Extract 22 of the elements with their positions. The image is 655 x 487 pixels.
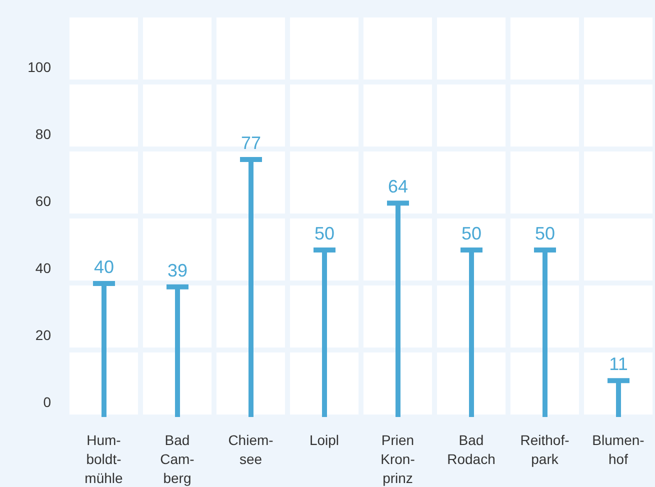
y-tick-label: 80 [35,126,52,142]
x-tick-label: Bad Cam-berg [160,432,195,486]
data-label: 77 [240,133,262,154]
y-tick-label: 100 [28,59,52,75]
data-label: 50 [461,224,482,244]
data-label: 50 [534,224,556,244]
data-label: 40 [94,257,114,277]
x-tick-label: Chiem-see [228,432,274,467]
data-label: 11 [609,354,628,374]
y-tick-label: 40 [35,260,52,276]
x-tick-label: Loipl [309,432,340,448]
y-tick-label: 60 [35,193,52,209]
x-tick-label: Bad Rodach [447,432,496,467]
x-tick-label: Blumen-hof [592,432,645,467]
y-tick-label: 20 [35,327,52,343]
data-label: 39 [167,260,188,280]
data-label: 50 [314,224,335,244]
data-label: 64 [388,176,408,197]
x-tick-label: Reithof-park [520,432,570,467]
x-tick-label: Prien Kron-prinz [380,432,416,486]
y-tick-label: 0 [43,394,52,410]
x-tick-label: Hum-boldt-mühle [84,432,124,486]
